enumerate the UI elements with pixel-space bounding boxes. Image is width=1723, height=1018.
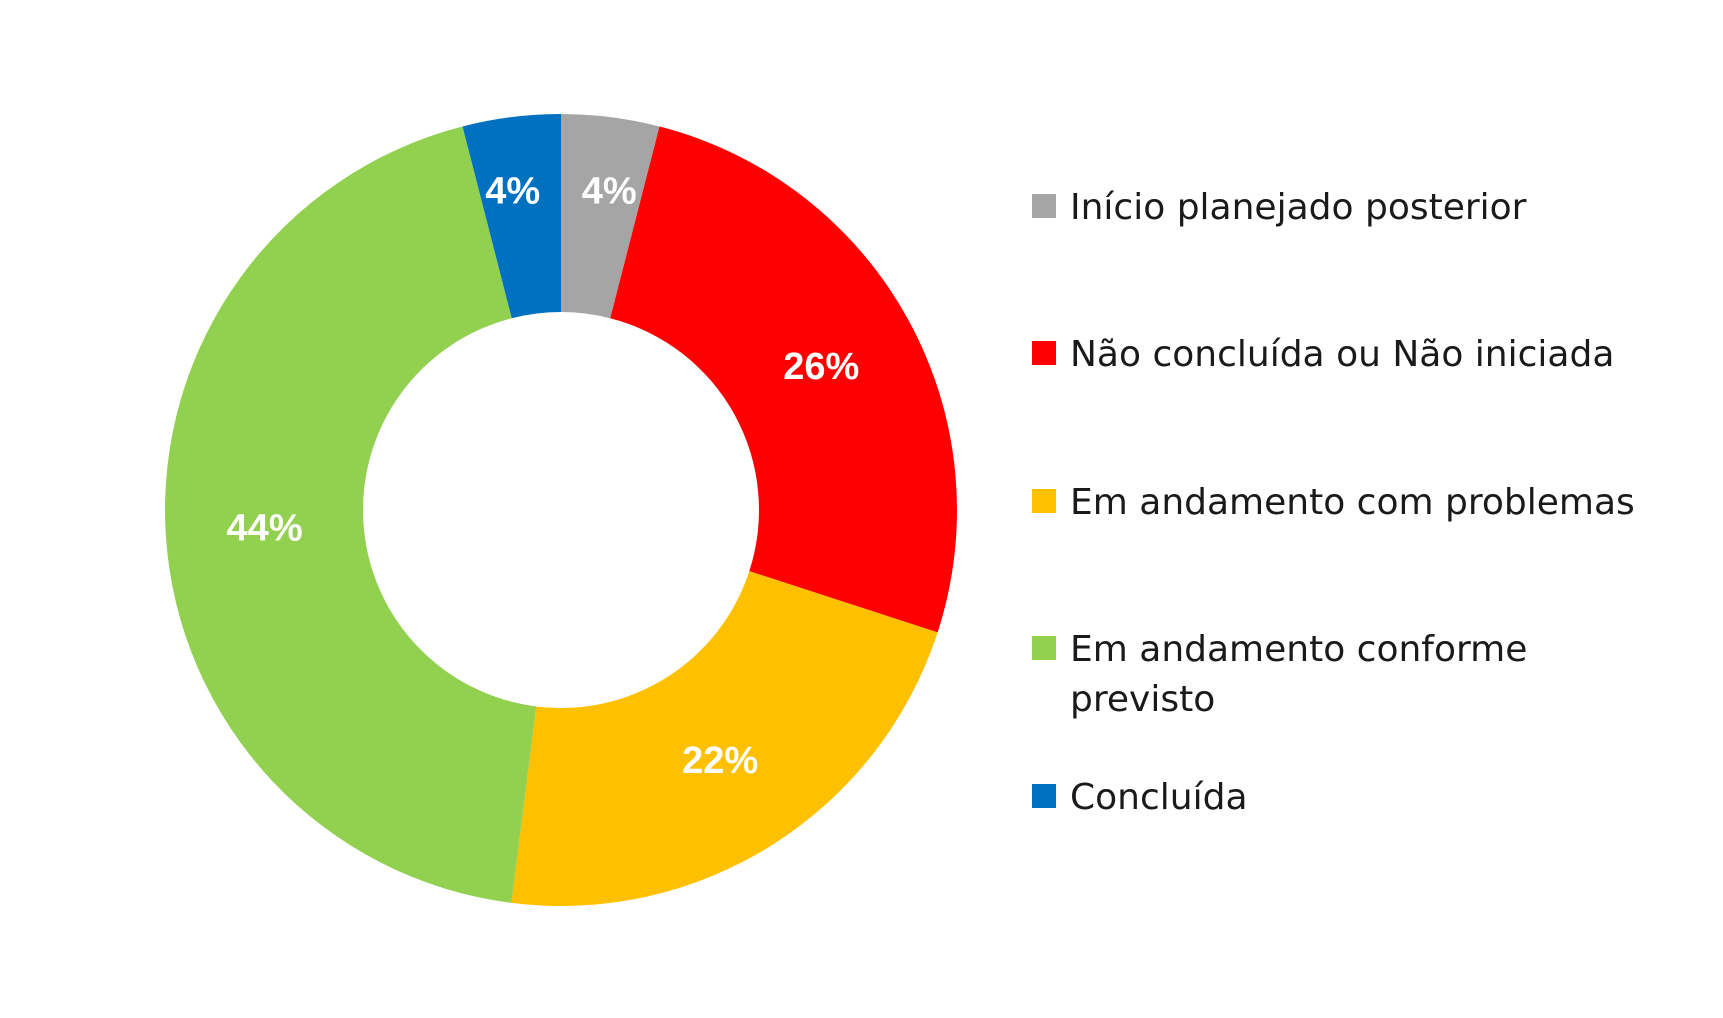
data-label: 26%	[783, 346, 859, 388]
data-label: 44%	[227, 508, 303, 550]
legend-item: Concluída	[1032, 773, 1670, 823]
donut-slice	[462, 114, 561, 319]
legend-swatch	[1032, 341, 1056, 365]
slices-layer	[165, 114, 958, 907]
legend-item: Em andamento conforme previsto	[1032, 625, 1590, 725]
donut-slice	[511, 571, 938, 907]
legend-label: Não concluída ou Não iniciada	[1070, 334, 1615, 375]
data-label: 4%	[485, 171, 540, 213]
legend-item: Em andamento com problemas	[1032, 478, 1670, 528]
donut-slice	[165, 126, 537, 903]
legend-item: Não concluída ou Não iniciada	[1032, 330, 1670, 380]
legend-label: Início planejado posterior	[1070, 187, 1527, 228]
data-label: 22%	[682, 740, 758, 782]
legend-swatch	[1032, 636, 1056, 660]
legend-swatch	[1032, 784, 1056, 808]
donut-slice	[610, 126, 958, 633]
legend-swatch	[1032, 489, 1056, 513]
data-label: 4%	[582, 171, 637, 213]
legend-item: Início planejado posterior	[1032, 183, 1670, 233]
legend-label: Concluída	[1070, 777, 1248, 818]
legend-label: Em andamento conforme previsto	[1070, 629, 1528, 720]
donut-slice	[561, 114, 660, 319]
data-labels-layer: 4% 26% 22% 44% 4%	[227, 171, 860, 782]
legend-swatch	[1032, 194, 1056, 218]
legend-label: Em andamento com problemas	[1070, 482, 1635, 523]
